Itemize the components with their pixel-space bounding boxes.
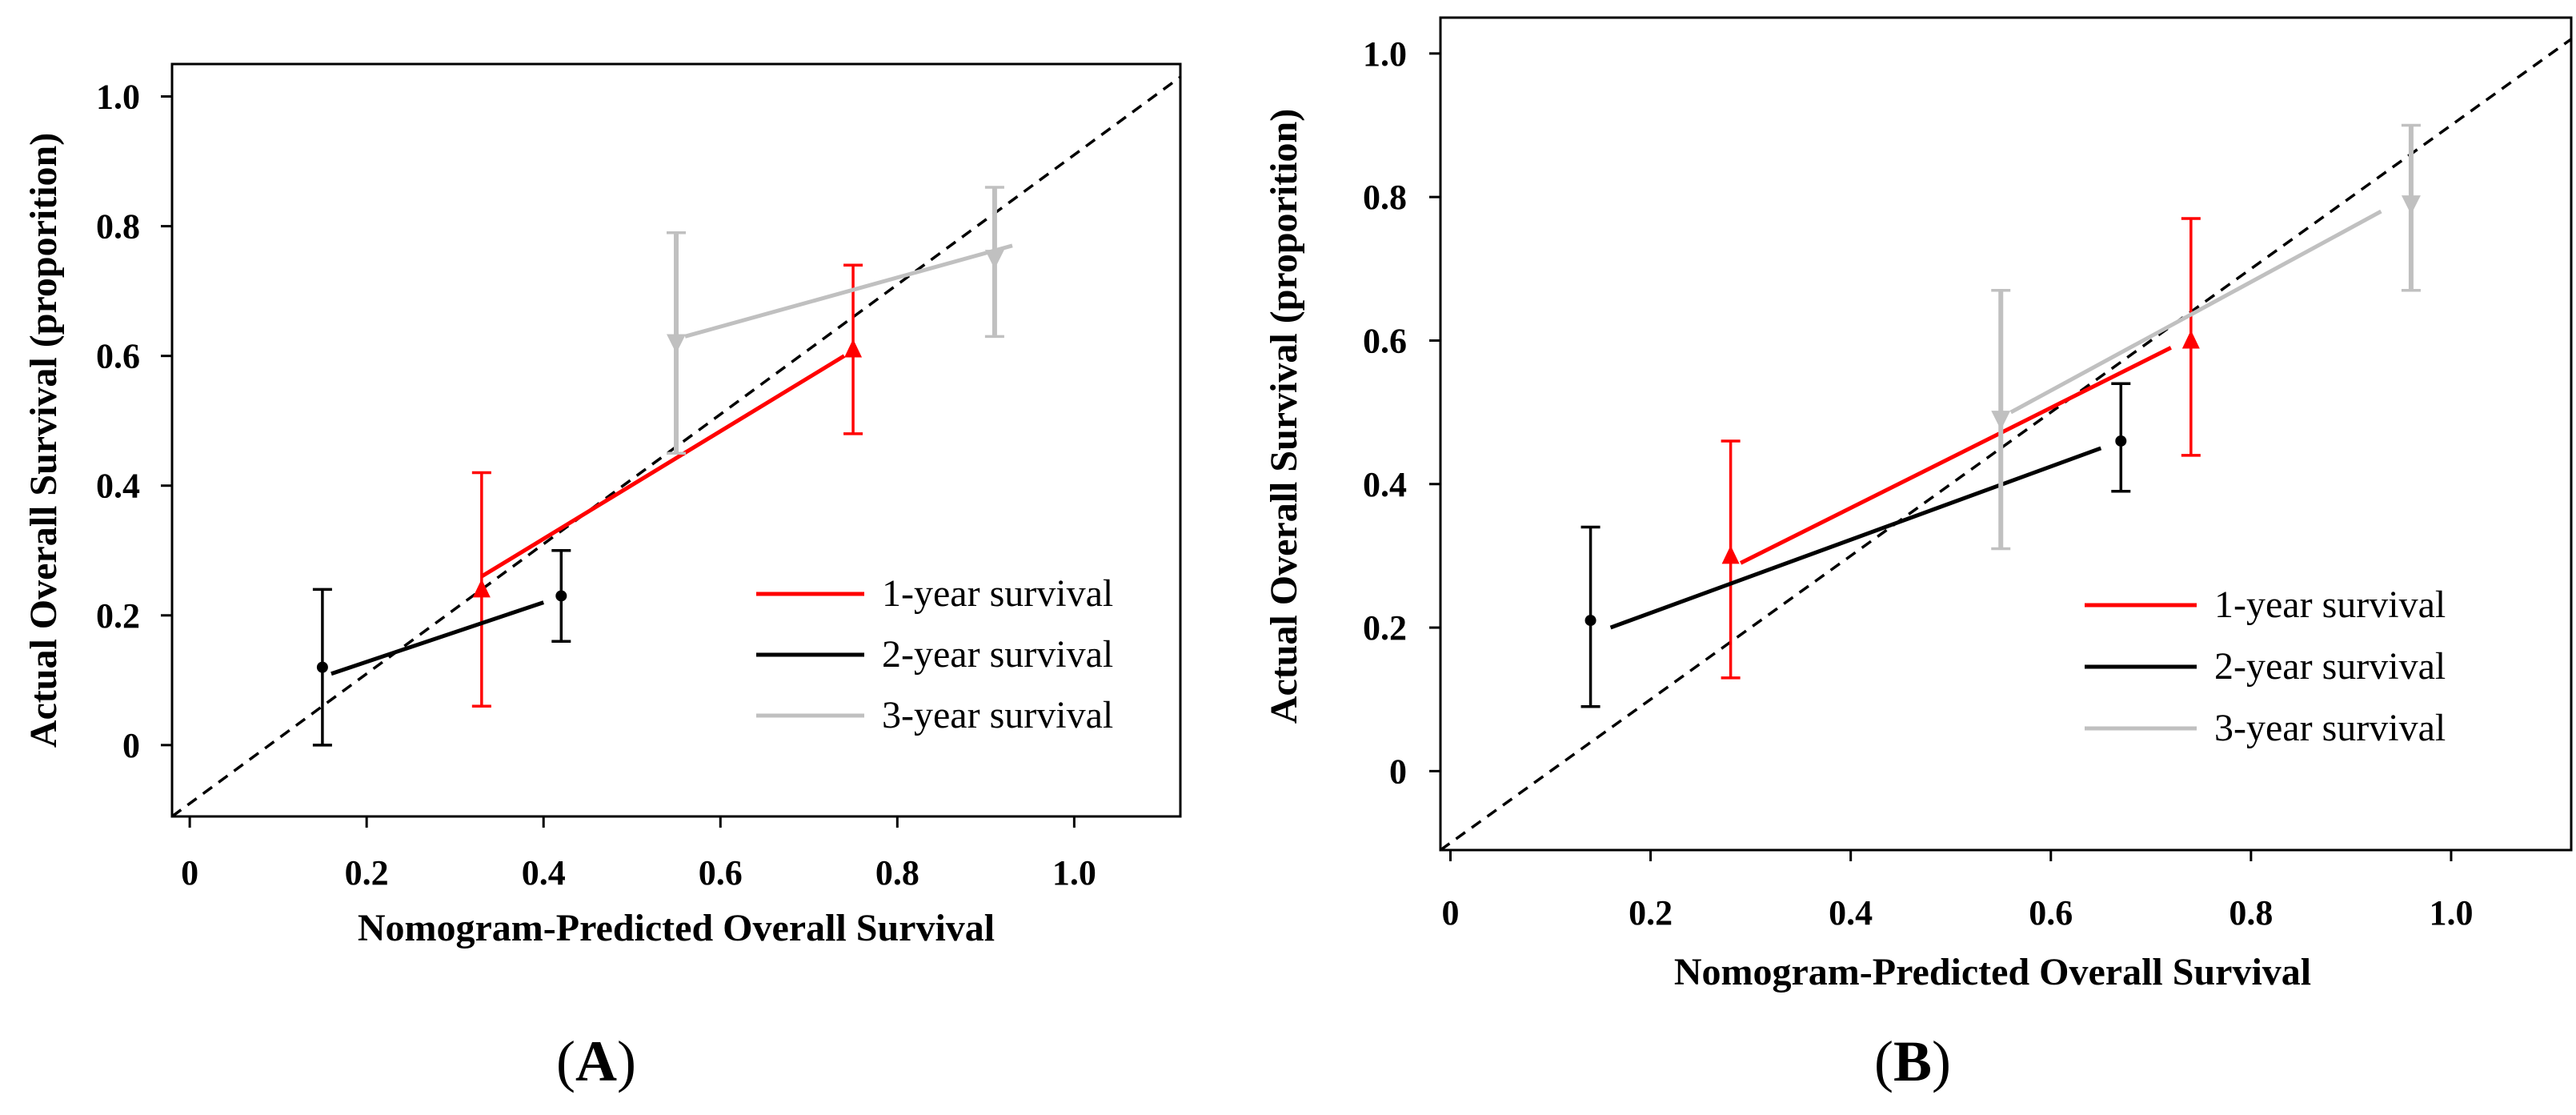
x-tick-label: 0.6	[2029, 893, 2073, 933]
y-tick-label: 0	[1389, 752, 1407, 791]
y-tick-label: 0.4	[96, 467, 140, 506]
plot-frame	[170, 62, 1182, 818]
data-point	[2181, 330, 2200, 349]
legend-label: 3-year survival	[2214, 707, 2446, 749]
data-point	[1721, 545, 1740, 564]
x-tick-label: 0	[1442, 893, 1460, 933]
data-point	[472, 579, 491, 598]
x-axis-title: Nomogram-Predicted Overall Survival	[1674, 951, 2311, 993]
y-tick-label: 1.0	[96, 78, 140, 117]
y-tick-label: 0	[122, 726, 140, 765]
y-tick-label: 1.0	[1363, 34, 1407, 74]
panel-label-close: )	[1932, 1029, 1951, 1093]
x-tick-label: 0.8	[2229, 893, 2273, 933]
data-point	[1991, 411, 2011, 431]
panel-label-open: (	[1874, 1029, 1893, 1093]
panel-label-open: (	[556, 1029, 575, 1093]
panel-label-close: )	[617, 1029, 636, 1093]
panel-label: (A)	[556, 1029, 636, 1093]
legend-label: 3-year survival	[882, 694, 1113, 736]
y-tick-label: 0.8	[96, 207, 140, 247]
y-tick-label: 0.6	[96, 337, 140, 376]
data-point	[844, 339, 863, 358]
legend-label: 1-year survival	[2214, 584, 2446, 626]
x-tick-label: 0.8	[875, 853, 919, 892]
series-line-2y	[1609, 446, 2102, 630]
data-point	[984, 250, 1004, 270]
data-point	[2401, 195, 2421, 215]
panel-label-letter: B	[1893, 1029, 1932, 1093]
x-tick-label: 1.0	[1052, 853, 1096, 892]
data-point	[667, 334, 686, 354]
series-line-3y	[2009, 209, 2382, 415]
y-axis-title: Actual Overall Survival (proporition)	[22, 133, 65, 748]
x-tick-label: 0.2	[1629, 893, 1673, 933]
legend-label: 2-year survival	[882, 633, 1113, 676]
x-tick-label: 0	[181, 853, 198, 892]
legend-label: 1-year survival	[882, 572, 1113, 615]
panel-b-chart: 0 0.2 0.4 0.6 0.8 1.0 0 0.2 0.4 0.6 0.8 1.0 1-year s…	[1263, 16, 2573, 1093]
data-point	[1584, 615, 1596, 627]
series-line-1y	[480, 354, 846, 579]
x-tick-label: 1.0	[2429, 893, 2473, 933]
y-tick-label: 0.2	[1363, 608, 1407, 648]
x-tick-label: 0.2	[345, 853, 389, 892]
data-point	[555, 590, 567, 602]
plot-frame	[1439, 16, 2573, 852]
series-line-3y	[684, 243, 1013, 339]
y-tick-label: 0.8	[1363, 178, 1407, 217]
x-axis-title: Nomogram-Predicted Overall Survival	[358, 907, 995, 949]
reference-line	[1439, 38, 2573, 852]
series-line-2y	[331, 600, 545, 676]
x-tick-label: 0.4	[522, 853, 566, 892]
legend-label: 2-year survival	[2214, 645, 2446, 688]
series-line-1y	[1740, 346, 2172, 565]
x-tick-label: 0.4	[1829, 893, 1873, 933]
panel-label-letter: A	[575, 1029, 617, 1093]
y-axis-title: Actual Overall Survival (proporition)	[1263, 109, 1305, 724]
panel-a-chart: 0 0.2 0.4 0.6 0.8 1.0 0 0.2 0.4 0.6 0.8 1.0 1-year s…	[22, 62, 1182, 1093]
panel-label: (B)	[1874, 1029, 1951, 1093]
data-point	[316, 661, 328, 673]
x-tick-label: 0.6	[699, 853, 743, 892]
y-tick-label: 0.6	[1363, 321, 1407, 360]
y-tick-label: 0.4	[1363, 465, 1407, 504]
data-point	[2115, 435, 2127, 447]
y-tick-label: 0.2	[96, 596, 140, 636]
